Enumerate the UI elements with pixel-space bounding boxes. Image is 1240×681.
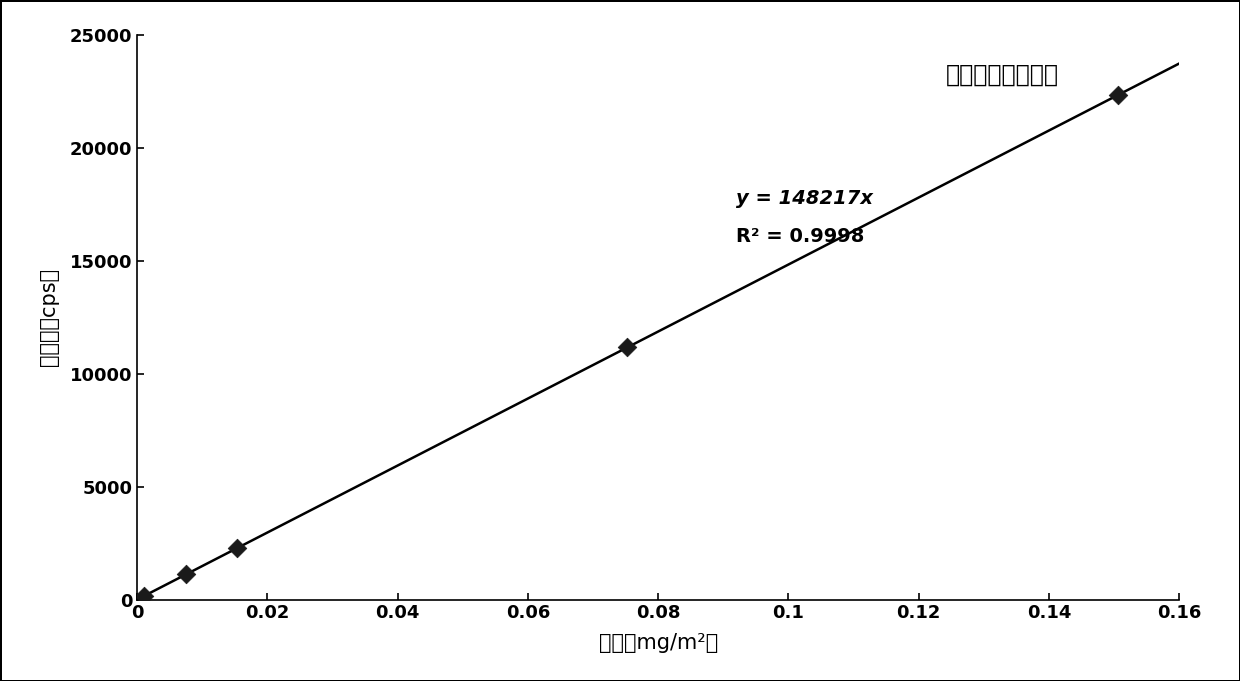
Point [618, 342, 637, 353]
Point [1107, 90, 1127, 101]
X-axis label: 浓度（mg/m²）: 浓度（mg/m²） [599, 633, 718, 654]
Text: 甲醇标准工作曲线: 甲醇标准工作曲线 [945, 63, 1059, 86]
Y-axis label: 峰强度（cps）: 峰强度（cps） [38, 268, 58, 366]
Text: y = 148217x: y = 148217x [737, 189, 873, 208]
Point [227, 543, 247, 554]
Point [176, 569, 196, 580]
Point [134, 590, 154, 601]
Text: R² = 0.9998: R² = 0.9998 [737, 227, 864, 247]
